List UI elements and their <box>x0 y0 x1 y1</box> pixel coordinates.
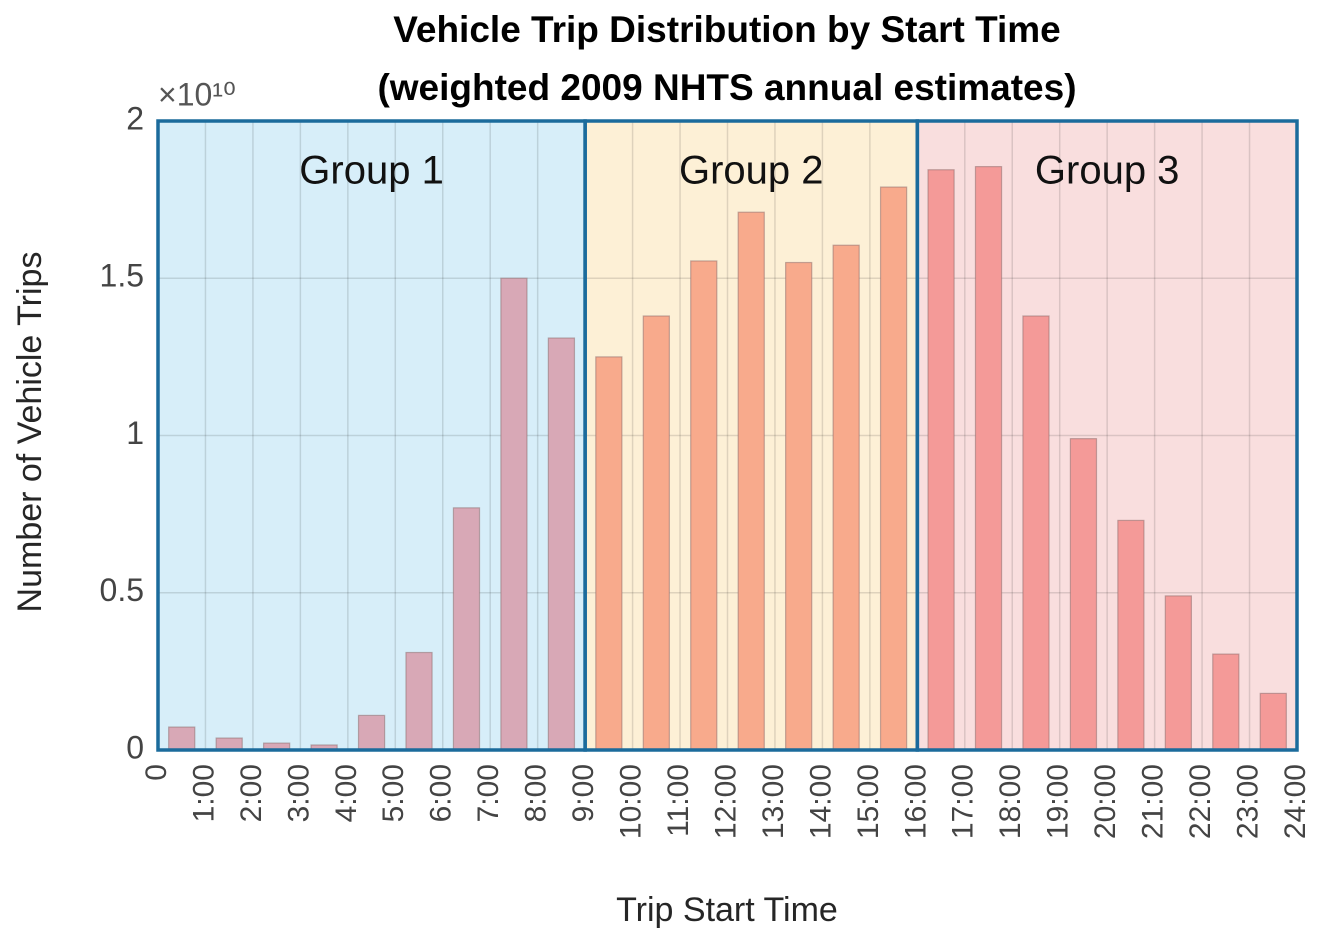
x-tick-label: 14:00 <box>804 764 837 839</box>
x-tick-label: 3:00 <box>282 764 315 822</box>
bar <box>1259 692 1287 751</box>
x-tick-label: 7:00 <box>472 764 505 822</box>
group-border <box>915 119 1299 752</box>
bar <box>1022 315 1050 751</box>
x-tick-label: 21:00 <box>1137 764 1170 839</box>
x-tick-label: 17:00 <box>947 764 980 839</box>
bar <box>405 651 433 751</box>
x-tick-label: 11:00 <box>662 764 695 837</box>
x-tick-label: 4:00 <box>330 764 363 822</box>
bar <box>595 356 623 751</box>
x-axis-label: Trip Start Time <box>616 891 838 929</box>
group-label: Group 2 <box>679 149 824 193</box>
bar <box>737 211 765 751</box>
x-tick-label: 12:00 <box>709 764 742 839</box>
bar <box>879 186 908 751</box>
group-label: Group 3 <box>1035 149 1180 193</box>
bar <box>927 169 955 751</box>
bar <box>547 337 576 751</box>
x-tick-label: 23:00 <box>1231 764 1264 839</box>
x-tick-label: 9:00 <box>567 764 600 822</box>
x-tick-label: 18:00 <box>994 764 1027 839</box>
bar <box>974 166 1003 751</box>
x-tick-label: 5:00 <box>377 764 410 822</box>
x-tick-label: 24:00 <box>1279 764 1312 839</box>
x-tick-label: 10:00 <box>615 764 648 839</box>
y-axis-label: Number of Vehicle Trips <box>11 252 49 613</box>
x-tick-label: 6:00 <box>425 764 458 822</box>
x-tick-label: 1:00 <box>187 764 220 822</box>
y-tick-label: 0 <box>126 729 144 765</box>
x-tick-label: 8:00 <box>520 764 553 822</box>
y-scale-label: ×10¹⁰ <box>158 76 236 112</box>
x-tick-label: 0 <box>140 764 173 781</box>
bar <box>1212 653 1240 751</box>
bar <box>215 737 243 751</box>
chart-title: Vehicle Trip Distribution by Start Time <box>393 9 1061 50</box>
bar <box>642 315 670 751</box>
y-tick-label: 1.5 <box>100 258 144 294</box>
x-tick-label: 20:00 <box>1089 764 1122 839</box>
x-tick-label: 2:00 <box>235 764 268 822</box>
bar <box>785 261 813 751</box>
bar <box>1164 595 1193 751</box>
x-tick-label: 13:00 <box>757 764 790 839</box>
group-label: Group 1 <box>299 149 444 193</box>
y-tick-label: 2 <box>126 100 144 136</box>
x-tick-label: 19:00 <box>1042 764 1075 839</box>
bar <box>690 260 718 751</box>
bar <box>357 714 386 751</box>
bar <box>168 726 196 751</box>
bar <box>1117 519 1145 751</box>
y-tick-label: 0.5 <box>100 572 144 608</box>
chart-subtitle: (weighted 2009 NHTS annual estimates) <box>377 67 1076 108</box>
x-tick-label: 16:00 <box>899 764 932 839</box>
y-tick-label: 1 <box>126 415 144 451</box>
bar <box>452 507 481 751</box>
x-tick-label: 15:00 <box>852 764 885 839</box>
bar <box>832 244 860 751</box>
bar <box>500 277 528 751</box>
bar <box>1069 438 1098 751</box>
x-tick-label: 22:00 <box>1184 764 1217 839</box>
